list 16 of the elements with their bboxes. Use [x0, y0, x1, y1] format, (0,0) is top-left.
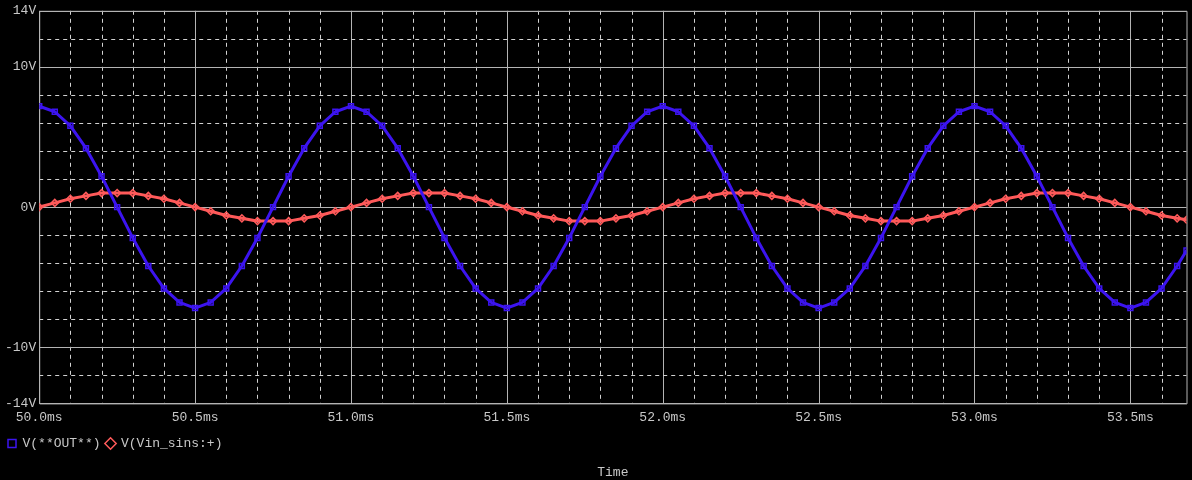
x-tick-label: 53.5ms	[1106, 409, 1154, 425]
x-tick-label: 51.0ms	[327, 409, 375, 425]
x-tick-label: 51.5ms	[483, 409, 531, 425]
x-tick-label: 53.0ms	[951, 409, 998, 425]
x-axis-title: Time	[597, 464, 629, 480]
y-tick-label: -10V	[4, 339, 37, 355]
x-tick-label: 52.0ms	[639, 409, 687, 425]
x-tick-label: 50.0ms	[15, 409, 63, 425]
y-tick-label: 0V	[20, 199, 37, 215]
legend-label: V(Vin_sins:+)	[121, 435, 223, 451]
x-tick-label: 50.5ms	[171, 409, 219, 425]
x-tick-label: 52.5ms	[795, 409, 843, 425]
y-tick-label: 14V	[12, 3, 37, 19]
y-tick-label: 10V	[12, 59, 37, 75]
y-tick-label: -14V	[4, 395, 37, 411]
legend-label: V(**OUT**)	[22, 435, 101, 451]
